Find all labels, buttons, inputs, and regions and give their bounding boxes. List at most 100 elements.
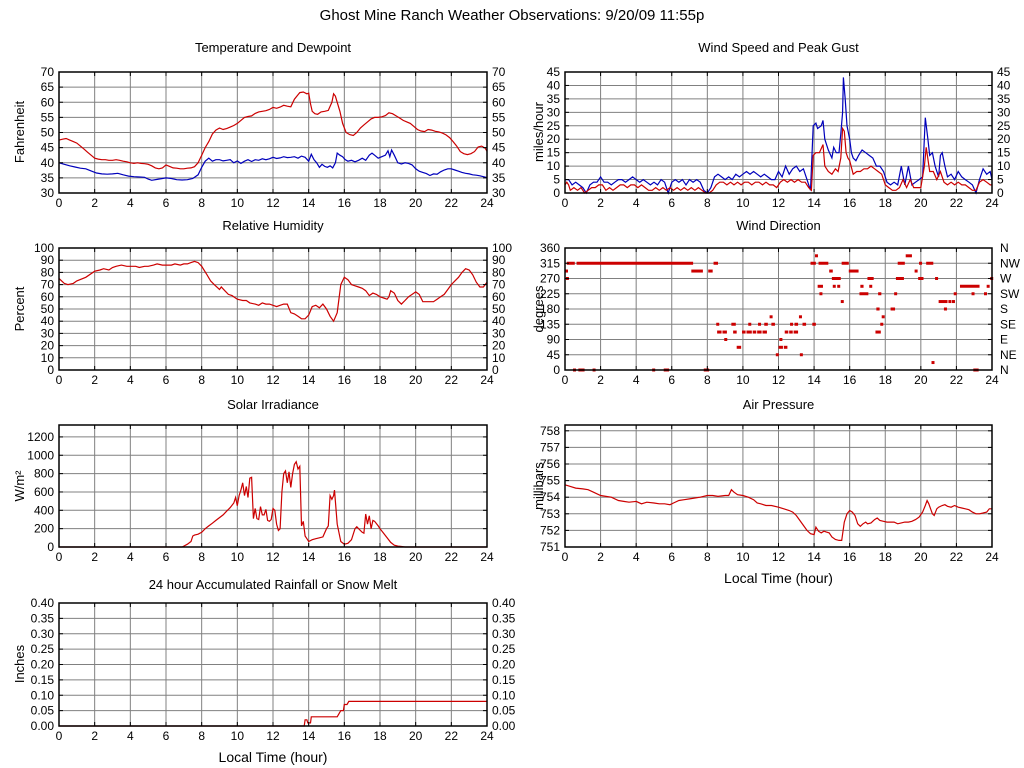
svg-text:0: 0 [56, 196, 63, 210]
svg-text:0.40: 0.40 [31, 596, 55, 610]
svg-text:14: 14 [807, 373, 821, 387]
svg-text:0.40: 0.40 [492, 596, 516, 610]
svg-text:45: 45 [547, 348, 561, 362]
svg-text:4: 4 [633, 196, 640, 210]
svg-text:4: 4 [127, 373, 134, 387]
svg-text:12: 12 [772, 373, 786, 387]
svg-text:2: 2 [91, 196, 98, 210]
svg-text:0.20: 0.20 [31, 658, 55, 672]
svg-text:25: 25 [547, 119, 561, 133]
page-title: Ghost Mine Ranch Weather Observations: 9… [319, 7, 705, 24]
svg-text:22: 22 [445, 550, 459, 564]
svg-text:55: 55 [41, 110, 55, 124]
svg-text:0: 0 [997, 186, 1004, 200]
svg-text:SE: SE [1000, 317, 1016, 331]
chart-temperature-dewpoint: 0 2 4 6 8 10 12 14 16 18 20 22 24 30 30 35 35 40 40 45 45 50 5… [0, 36, 526, 216]
svg-text:24: 24 [985, 373, 999, 387]
svg-text:45: 45 [547, 65, 561, 79]
svg-text:14: 14 [807, 196, 821, 210]
svg-text:757: 757 [540, 440, 560, 454]
svg-text:20: 20 [914, 196, 928, 210]
svg-text:60: 60 [492, 95, 506, 109]
svg-text:8: 8 [704, 550, 711, 564]
svg-text:10: 10 [231, 373, 245, 387]
svg-text:16: 16 [843, 373, 857, 387]
svg-text:12: 12 [772, 550, 786, 564]
svg-text:2: 2 [91, 729, 98, 743]
svg-text:0.30: 0.30 [31, 627, 55, 641]
svg-text:8: 8 [704, 196, 711, 210]
svg-text:0: 0 [562, 373, 569, 387]
svg-text:70: 70 [492, 278, 506, 292]
svg-text:0: 0 [553, 363, 560, 377]
svg-text:S: S [1000, 302, 1008, 316]
svg-text:758: 758 [540, 424, 560, 438]
svg-text:10: 10 [997, 159, 1011, 173]
y-axis-label: W/m² [12, 470, 27, 502]
svg-text:315: 315 [540, 256, 560, 270]
svg-text:24: 24 [985, 196, 999, 210]
svg-text:20: 20 [409, 729, 423, 743]
svg-text:0.00: 0.00 [492, 719, 516, 733]
svg-text:1200: 1200 [27, 430, 54, 444]
svg-text:751: 751 [540, 540, 560, 554]
svg-text:35: 35 [41, 171, 55, 185]
svg-text:400: 400 [34, 503, 54, 517]
svg-text:30: 30 [547, 105, 561, 119]
svg-text:20: 20 [409, 373, 423, 387]
svg-text:30: 30 [492, 326, 506, 340]
svg-text:135: 135 [540, 317, 560, 331]
svg-text:16: 16 [338, 373, 352, 387]
svg-text:18: 18 [373, 729, 387, 743]
chart-title: Relative Humidity [222, 218, 324, 233]
svg-text:12: 12 [266, 550, 280, 564]
chart-group-accumulated-rainfall: 0 2 4 6 8 10 12 14 16 18 20 22 240.00 0.000.05 0.050.1… [31, 596, 516, 743]
svg-text:22: 22 [950, 550, 964, 564]
svg-text:14: 14 [302, 373, 316, 387]
svg-text:65: 65 [492, 80, 506, 94]
svg-text:30: 30 [41, 326, 55, 340]
svg-text:0.15: 0.15 [31, 673, 55, 687]
svg-text:4: 4 [127, 196, 134, 210]
svg-text:100: 100 [492, 241, 512, 255]
svg-text:24: 24 [480, 196, 494, 210]
svg-text:45: 45 [997, 65, 1011, 79]
svg-text:752: 752 [540, 523, 560, 537]
svg-text:16: 16 [338, 196, 352, 210]
svg-text:5: 5 [997, 173, 1004, 187]
y-axis-label: miles/hour [531, 102, 546, 162]
svg-text:10: 10 [547, 159, 561, 173]
svg-text:50: 50 [41, 126, 55, 140]
svg-text:8: 8 [198, 373, 205, 387]
svg-text:16: 16 [843, 550, 857, 564]
chart-accumulated-rainfall: 0 2 4 6 8 10 12 14 16 18 20 22 24 0.00 0.00 0.05 0.05 0.1… [0, 570, 526, 768]
svg-text:270: 270 [540, 272, 560, 286]
svg-text:0.25: 0.25 [31, 642, 55, 656]
svg-text:30: 30 [997, 105, 1011, 119]
series-temperature [58, 91, 488, 170]
svg-text:50: 50 [492, 302, 506, 316]
svg-text:0.05: 0.05 [31, 704, 55, 718]
svg-text:24: 24 [480, 550, 494, 564]
svg-text:40: 40 [492, 314, 506, 328]
svg-text:200: 200 [34, 522, 54, 536]
series-humidity [58, 260, 488, 323]
svg-text:12: 12 [266, 196, 280, 210]
svg-text:12: 12 [266, 373, 280, 387]
svg-text:20: 20 [41, 339, 55, 353]
svg-text:65: 65 [41, 80, 55, 94]
svg-text:0: 0 [47, 363, 54, 377]
svg-text:40: 40 [41, 314, 55, 328]
svg-text:25: 25 [997, 119, 1011, 133]
y-axis-label: Inches [12, 644, 27, 684]
svg-text:40: 40 [547, 78, 561, 92]
svg-text:2: 2 [597, 196, 604, 210]
svg-text:45: 45 [41, 141, 55, 155]
svg-text:18: 18 [879, 373, 893, 387]
svg-text:40: 40 [492, 156, 506, 170]
svg-text:18: 18 [373, 550, 387, 564]
